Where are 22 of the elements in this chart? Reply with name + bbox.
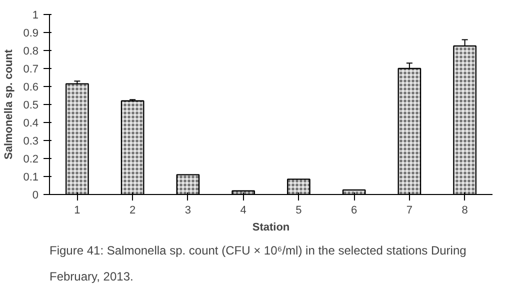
x-tick-label: 5 — [296, 204, 302, 216]
y-tick-label: 0.9 — [23, 28, 39, 40]
y-tick-label: 0.5 — [23, 100, 39, 112]
x-tick-label: 2 — [130, 204, 136, 216]
y-axis-title: Salmonella sp. count — [3, 49, 16, 160]
x-tick-label: 1 — [74, 204, 80, 216]
y-tick-label: 0.6 — [23, 82, 39, 94]
x-tick-label: 3 — [184, 204, 192, 216]
x-axis-title: Station — [252, 222, 290, 234]
x-tick-label: 7 — [406, 204, 413, 216]
y-tick-label: 0.8 — [23, 46, 39, 58]
y-tick-label: 0.4 — [23, 118, 39, 130]
y-tick-label: 0.2 — [23, 154, 39, 166]
x-tick-label: 6 — [351, 204, 358, 216]
y-tick-label: 0.7 — [23, 64, 39, 76]
y-tick-label: 0.3 — [23, 136, 39, 148]
x-tick-label: 4 — [240, 204, 246, 216]
x-tick-label: 8 — [462, 204, 468, 216]
y-tick-label: 0 — [32, 190, 39, 202]
y-tick-label: 0.1 — [23, 172, 39, 184]
y-tick-label: 1 — [32, 10, 39, 22]
caption: Figure 41: Salmonella sp. count (CFU × 10⁶/ml) in the selected stations During February, 2013. — [50, 244, 466, 284]
